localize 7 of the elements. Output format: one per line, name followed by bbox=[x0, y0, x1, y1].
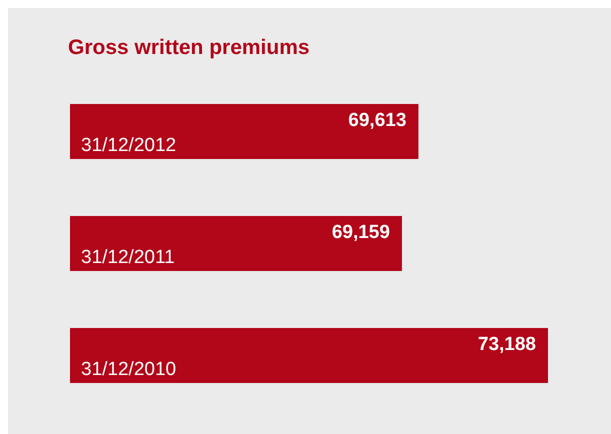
y-tick-label: 31/12/2011 bbox=[81, 247, 175, 268]
chart-title: Gross written premiums bbox=[68, 36, 310, 60]
y-tick-label: 31/12/2010 bbox=[81, 359, 176, 380]
data-label: 73,188 bbox=[478, 334, 536, 355]
data-label: 69,159 bbox=[332, 222, 390, 243]
data-label: 69,613 bbox=[348, 110, 406, 131]
y-tick-label: 31/12/2012 bbox=[81, 135, 176, 156]
